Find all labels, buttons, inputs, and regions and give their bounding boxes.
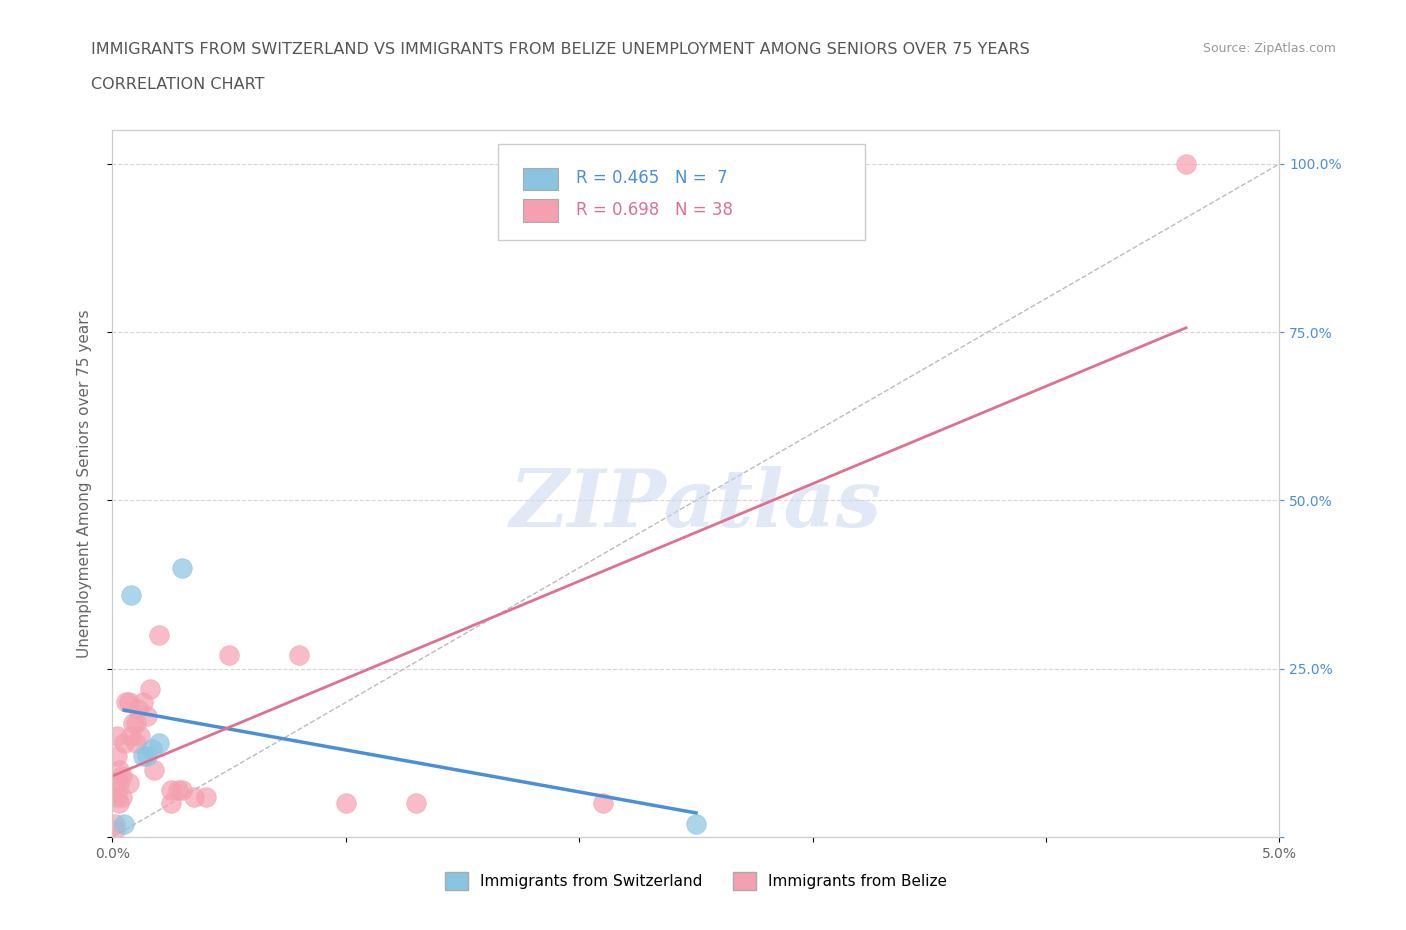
Point [105, 776, 128, 790]
Text: IMMIGRANTS FROM SWITZERLAND VS IMMIGRANTS FROM BELIZE UNEMPLOYMENT AMONG SENIORS: IMMIGRANTS FROM SWITZERLAND VS IMMIGRANT… [91, 42, 1031, 57]
Point [127, 701, 149, 716]
Point [105, 749, 128, 764]
Point [104, 817, 127, 831]
Point [108, 776, 131, 790]
Text: Source: ZipAtlas.com: Source: ZipAtlas.com [1202, 42, 1336, 55]
Point [218, 648, 240, 663]
Point [111, 790, 134, 804]
Point [104, 823, 127, 838]
Point [148, 628, 170, 643]
Point [288, 648, 311, 663]
Point [111, 769, 134, 784]
Point [115, 695, 138, 710]
Point [112, 736, 135, 751]
Text: R = 0.698   N = 38: R = 0.698 N = 38 [576, 201, 733, 219]
Point [139, 682, 162, 697]
Point [194, 790, 217, 804]
Point [108, 763, 131, 777]
Point [105, 790, 128, 804]
Point [136, 709, 159, 724]
Point [125, 736, 148, 751]
Point [125, 715, 148, 730]
Point [685, 817, 707, 831]
Point [141, 742, 163, 757]
Point [129, 728, 152, 743]
Point [1175, 156, 1198, 171]
Point [122, 715, 145, 730]
FancyBboxPatch shape [498, 144, 865, 240]
Point [143, 763, 166, 777]
Point [105, 728, 128, 743]
Point [172, 782, 194, 797]
Point [120, 587, 142, 602]
Point [112, 817, 135, 831]
Text: CORRELATION CHART: CORRELATION CHART [91, 77, 264, 92]
Point [108, 796, 131, 811]
Text: ZIPatlas: ZIPatlas [510, 466, 882, 543]
Point [132, 695, 155, 710]
Point [592, 796, 614, 811]
Bar [523, 199, 558, 222]
Point [160, 782, 183, 797]
Point [405, 796, 427, 811]
Point [132, 749, 155, 764]
Point [118, 695, 141, 710]
Point [166, 782, 188, 797]
Y-axis label: Unemployment Among Seniors over 75 years: Unemployment Among Seniors over 75 years [77, 310, 91, 658]
Point [148, 736, 170, 751]
Text: R = 0.465   N =  7: R = 0.465 N = 7 [576, 169, 727, 187]
Point [335, 796, 357, 811]
Point [136, 749, 159, 764]
Point [172, 560, 194, 575]
Point [183, 790, 205, 804]
Bar [523, 167, 558, 191]
Legend: Immigrants from Switzerland, Immigrants from Belize: Immigrants from Switzerland, Immigrants … [439, 866, 953, 897]
Point [118, 776, 141, 790]
Point [120, 728, 142, 743]
Point [160, 796, 183, 811]
